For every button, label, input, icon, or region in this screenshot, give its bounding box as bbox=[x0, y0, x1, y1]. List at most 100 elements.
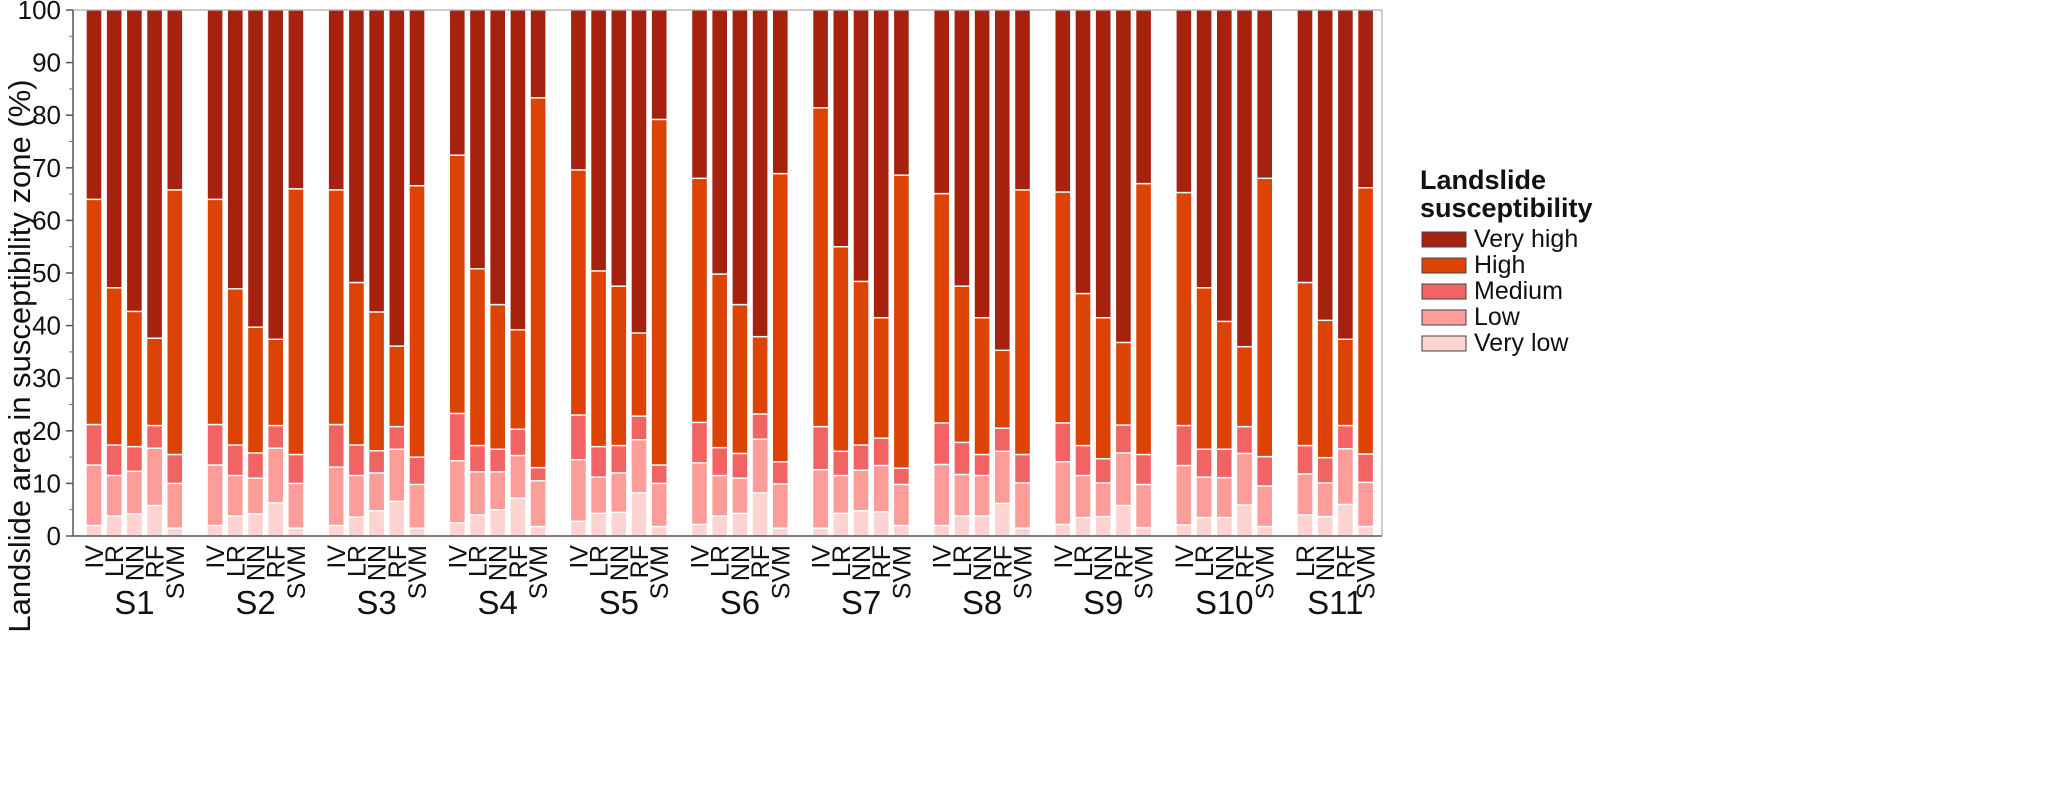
bar-segment-s2-svm-medium bbox=[287, 453, 305, 485]
bar-segment-s8-rf-very-low bbox=[993, 502, 1011, 537]
bar-segment-s8-svm-very-high bbox=[1013, 9, 1032, 191]
x-category-label: SVM bbox=[1010, 545, 1038, 599]
bar-segment-s11-lr-high bbox=[1296, 281, 1314, 447]
bar-segment-s6-nn-high bbox=[731, 303, 749, 455]
bar-segment-s1-iv-very-low bbox=[85, 524, 103, 537]
bar-segment-s8-iv-medium bbox=[933, 422, 951, 466]
bar-segment-s5-nn-very-high bbox=[610, 9, 628, 287]
bar-segment-s10-lr-medium bbox=[1195, 448, 1213, 478]
bar-segment-s1-nn-very-low bbox=[125, 513, 144, 537]
x-category-label: LR bbox=[1292, 545, 1320, 577]
bar-segment-s2-nn-low bbox=[246, 477, 265, 515]
bar-segment-s4-lr-high bbox=[468, 268, 487, 447]
bar-segment-s6-iv-very-high bbox=[690, 9, 709, 180]
x-category-label: IV bbox=[929, 545, 957, 569]
bar-segment-s11-svm-very-low bbox=[1356, 525, 1375, 537]
bar-segment-s7-rf-medium bbox=[872, 437, 890, 467]
bar-segment-s3-svm-low bbox=[408, 483, 426, 529]
y-tick-label: 70 bbox=[32, 153, 61, 183]
bar-segment-s10-iv-high bbox=[1175, 191, 1193, 427]
bar-segment-s9-rf-very-low bbox=[1114, 504, 1133, 537]
bar-segment-s11-rf-very-high bbox=[1336, 9, 1355, 340]
x-category-label: RF bbox=[1110, 545, 1138, 578]
bar-segment-s3-nn-very-low bbox=[367, 510, 386, 537]
bar-segment-s4-lr-medium bbox=[468, 444, 487, 473]
bar-segment-s3-rf-medium bbox=[388, 425, 406, 450]
bar-segment-s10-rf-low bbox=[1235, 452, 1254, 506]
bar-segment-s2-iv-high bbox=[206, 198, 224, 426]
bar-segment-s9-svm-low bbox=[1134, 483, 1153, 529]
x-group-label-s4: S4 bbox=[478, 584, 518, 621]
bar-segment-s5-svm-high bbox=[650, 118, 668, 466]
bar-segment-s4-nn-medium bbox=[489, 448, 507, 473]
bar-segment-s9-rf-low bbox=[1114, 452, 1133, 507]
bar-segment-s8-nn-high bbox=[973, 317, 991, 456]
y-tick-label: 100 bbox=[18, 0, 61, 25]
bar-segment-s8-lr-very-high bbox=[953, 9, 971, 287]
legend-label-high: High bbox=[1474, 251, 1525, 279]
bar-segment-s1-lr-low bbox=[105, 474, 123, 517]
bar-segment-s10-nn-very-low bbox=[1215, 516, 1234, 537]
bar-segment-s3-rf-low bbox=[388, 448, 406, 502]
bar-segment-s5-iv-low bbox=[569, 459, 588, 522]
bar-segment-s1-svm-very-low bbox=[166, 527, 184, 537]
y-tick-label: 30 bbox=[32, 363, 61, 393]
bar-segment-s9-svm-medium bbox=[1134, 453, 1153, 486]
bar-segment-s7-iv-high bbox=[811, 107, 830, 428]
bar-segment-s2-svm-high bbox=[287, 188, 305, 456]
x-category-label: LR bbox=[586, 545, 614, 577]
bar-segment-s1-iv-low bbox=[85, 464, 103, 527]
x-group-label-s3: S3 bbox=[356, 584, 396, 621]
bar-segment-s10-rf-very-low bbox=[1235, 504, 1254, 537]
bar-segment-s9-nn-high bbox=[1094, 317, 1112, 460]
bar-segment-s9-rf-high bbox=[1114, 341, 1133, 426]
bar-segment-s11-rf-very-low bbox=[1336, 503, 1355, 537]
bar-segment-s6-svm-medium bbox=[771, 461, 789, 485]
bar-segment-s7-svm-low bbox=[892, 483, 911, 527]
bar-segment-s9-iv-high bbox=[1054, 191, 1072, 424]
bar-segment-s8-nn-medium bbox=[973, 453, 991, 477]
bar-segment-s9-nn-very-high bbox=[1094, 9, 1112, 319]
bar-segment-s10-nn-high bbox=[1215, 320, 1234, 450]
bar-segment-s5-rf-low bbox=[630, 439, 648, 494]
bar-segment-s8-svm-very-low bbox=[1013, 527, 1032, 537]
bar-segment-s9-iv-very-low bbox=[1054, 523, 1072, 537]
bar-segment-s7-svm-very-low bbox=[892, 524, 911, 537]
bar-segment-s1-iv-very-high bbox=[85, 9, 103, 201]
bar-segment-s7-lr-very-low bbox=[832, 512, 850, 537]
x-category-label: NN bbox=[485, 545, 513, 581]
bar-segment-s4-iv-very-low bbox=[448, 522, 466, 537]
bar-segment-s2-nn-high bbox=[246, 326, 265, 454]
y-tick-label: 0 bbox=[47, 521, 61, 551]
bar-segment-s3-rf-very-high bbox=[388, 9, 406, 347]
bar-segment-s2-iv-medium bbox=[206, 423, 224, 466]
bar-segment-s5-rf-high bbox=[630, 332, 648, 417]
bar-segment-s7-nn-very-high bbox=[852, 9, 870, 283]
bar-segment-s6-iv-high bbox=[690, 177, 709, 424]
bar-segment-s10-iv-low bbox=[1175, 464, 1193, 526]
bar-segment-s2-nn-medium bbox=[246, 452, 265, 479]
bar-segment-s1-rf-very-low bbox=[145, 504, 164, 537]
bar-segment-s7-rf-low bbox=[872, 464, 890, 513]
bar-segment-s4-nn-very-low bbox=[489, 509, 507, 537]
bar-segment-s9-nn-low bbox=[1094, 482, 1112, 518]
bar-segment-s6-svm-very-low bbox=[771, 527, 789, 537]
legend-label-low: Low bbox=[1474, 303, 1521, 331]
bar-segment-s8-svm-low bbox=[1013, 482, 1032, 529]
bar-segment-s3-lr-very-high bbox=[347, 9, 366, 284]
x-category-label: RF bbox=[505, 545, 533, 578]
bar-segment-s9-svm-very-low bbox=[1134, 526, 1153, 537]
bar-segment-s3-nn-very-high bbox=[367, 9, 386, 313]
bar-segment-s4-rf-high bbox=[509, 329, 527, 430]
bar-segment-s5-svm-very-high bbox=[650, 9, 668, 121]
bar-segment-s1-iv-medium bbox=[85, 423, 103, 466]
x-category-label: NN bbox=[1312, 545, 1340, 581]
bar-segment-s7-lr-low bbox=[832, 474, 850, 515]
bar-segment-s10-lr-high bbox=[1195, 287, 1213, 450]
bar-segment-s7-lr-high bbox=[832, 245, 850, 453]
bar-segment-s10-lr-very-low bbox=[1195, 516, 1213, 537]
x-category-label: LR bbox=[1191, 545, 1219, 577]
bar-segment-s5-rf-very-low bbox=[630, 492, 648, 537]
